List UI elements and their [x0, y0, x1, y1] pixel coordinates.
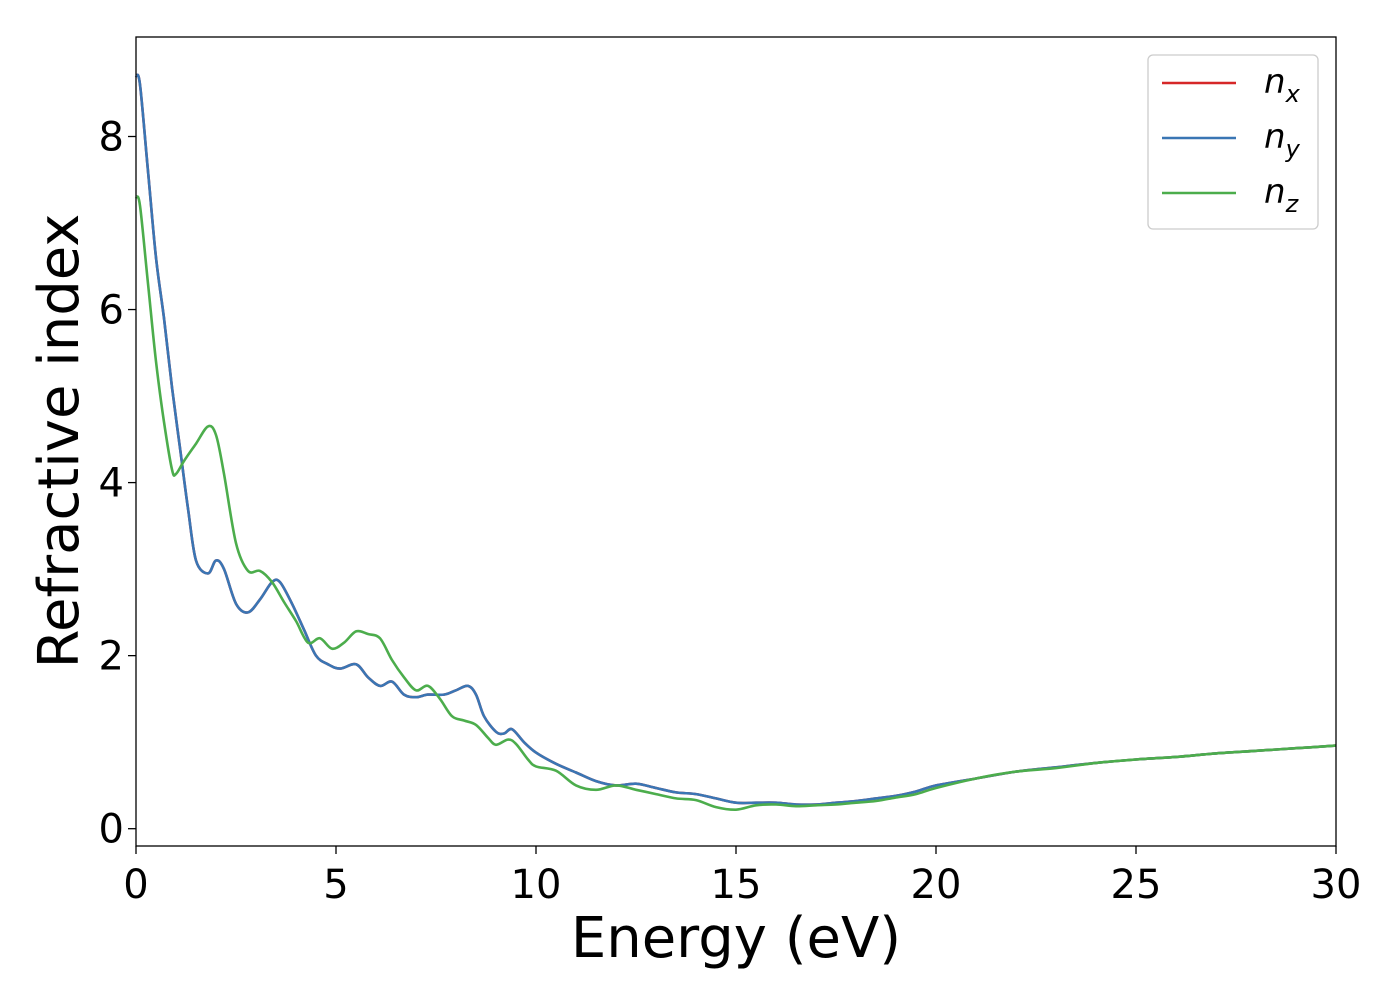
x-tick-label: 10 — [511, 862, 562, 908]
y-tick-label: 2 — [99, 634, 124, 680]
x-tick-label: 5 — [323, 862, 348, 908]
y-axis-ticks: 0 2 4 6 8 — [99, 115, 136, 853]
legend-label-nx: nx — [1264, 62, 1301, 108]
x-tick-label: 15 — [711, 862, 762, 908]
y-tick-label: 8 — [99, 115, 124, 161]
x-tick-label: 20 — [911, 862, 962, 908]
legend: nx ny nz — [1147, 54, 1319, 230]
x-axis-label: Energy (eV) — [571, 906, 901, 971]
x-tick-label: 0 — [123, 862, 148, 908]
y-tick-label: 6 — [99, 288, 124, 334]
legend-box — [1147, 54, 1319, 230]
series-line-n-y — [134, 73, 1337, 807]
series-layer — [134, 73, 1337, 812]
legend-label-nz: nz — [1264, 172, 1300, 218]
series-line-n-z — [134, 195, 1337, 812]
x-tick-label: 25 — [1111, 862, 1162, 908]
x-tick-label: 30 — [1311, 862, 1362, 908]
x-axis-ticks: 0 5 10 15 20 25 30 — [123, 846, 1361, 908]
y-tick-label: 4 — [99, 461, 124, 507]
legend-label-ny: ny — [1264, 117, 1301, 163]
y-axis-label: Refractive index — [27, 214, 92, 669]
y-tick-label: 0 — [99, 807, 124, 853]
